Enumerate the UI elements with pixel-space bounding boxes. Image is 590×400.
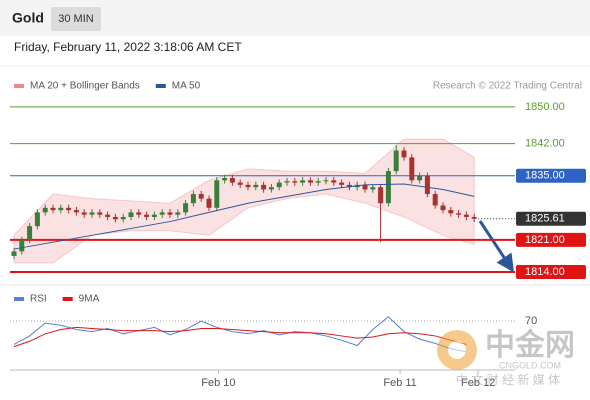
- candle-body: [448, 210, 454, 214]
- candle-body: [268, 187, 274, 190]
- candle-body: [331, 180, 337, 183]
- level-badge: [516, 232, 586, 247]
- candle-body: [456, 213, 462, 215]
- candle-body: [159, 212, 165, 215]
- candle-body: [151, 214, 157, 217]
- candle-body: [175, 212, 181, 215]
- candle-body: [284, 181, 290, 183]
- indicator-line: [13, 326, 467, 348]
- x-tick-label: Feb 10: [201, 377, 235, 389]
- candle-body: [229, 177, 235, 183]
- candle-body: [237, 182, 243, 185]
- timeframe-badge[interactable]: [51, 7, 101, 31]
- watermark: 中金网 CNGOLD.COM 中 文 财 经 新 媒 体: [437, 328, 575, 387]
- timeframe[interactable]: 30 MIN: [58, 13, 94, 25]
- legend-swatch: [14, 297, 24, 301]
- legend-label: MA 20 + Bollinger Bands: [30, 81, 140, 92]
- candle-body: [34, 212, 40, 227]
- candle-body: [89, 212, 95, 215]
- symbol: Gold: [12, 10, 44, 26]
- candle-body: [307, 180, 313, 183]
- timestamp: Friday, February 11, 2022 3:18:06 AM CET: [14, 40, 242, 54]
- level-badge: [516, 168, 586, 183]
- candle-body: [424, 175, 430, 195]
- candle-body: [73, 210, 79, 213]
- watermark-logo: [448, 341, 466, 359]
- candle-body: [323, 180, 329, 182]
- candle-body: [401, 150, 407, 158]
- candle-body: [276, 182, 282, 188]
- candle-body: [144, 214, 150, 217]
- candle-body: [27, 226, 33, 240]
- candle-body: [97, 212, 103, 215]
- candle-body: [50, 207, 56, 211]
- candle-body: [183, 203, 189, 213]
- candle-body: [190, 194, 196, 204]
- candle-body: [440, 205, 446, 211]
- candle-body: [370, 187, 376, 190]
- candle-body: [222, 177, 228, 181]
- candle-body: [417, 175, 423, 181]
- candle-body: [378, 187, 384, 204]
- candle-body: [463, 214, 469, 217]
- watermark-site: CNGOLD.COM: [499, 360, 561, 370]
- source: Research © 2022 Trading Central: [433, 81, 582, 92]
- legend-swatch: [62, 297, 73, 301]
- legend-label: 9MA: [79, 294, 100, 305]
- candle-body: [245, 184, 251, 188]
- candle-body: [136, 212, 142, 215]
- candle-body: [339, 182, 345, 185]
- level-label: 1821.00: [525, 234, 565, 246]
- x-tick-label: Feb 12: [461, 377, 495, 389]
- legend-label: RSI: [30, 294, 47, 305]
- indicator-line: [13, 316, 467, 353]
- candle-body: [346, 184, 352, 188]
- candle-body: [385, 171, 391, 204]
- y-tick-label: 70: [525, 315, 537, 327]
- candle-body: [42, 207, 48, 213]
- candle-body: [315, 181, 321, 183]
- forecast-arrow: [478, 220, 514, 273]
- candle-body: [206, 198, 212, 208]
- level-label: 1842.00: [525, 138, 565, 150]
- candle-body: [253, 184, 259, 188]
- candle-body: [112, 216, 118, 220]
- candle-body: [261, 184, 267, 190]
- candle-body: [11, 251, 17, 256]
- candle-body: [471, 216, 477, 219]
- level-badge: [516, 211, 586, 226]
- candle-body: [58, 207, 64, 211]
- ma50-line: [13, 183, 475, 250]
- candle-body: [128, 212, 134, 217]
- candle-body: [432, 194, 438, 206]
- level-badge: [516, 264, 586, 279]
- candle-body: [362, 184, 368, 190]
- candle-body: [409, 157, 415, 181]
- candle-body: [105, 214, 111, 217]
- candle-body: [120, 216, 126, 220]
- candle-body: [292, 181, 298, 183]
- watermark-tagline: 中 文 财 经 新 媒 体: [456, 372, 560, 387]
- legend-swatch: [155, 84, 166, 88]
- candle-body: [66, 207, 72, 211]
- bollinger-band: [13, 138, 475, 264]
- watermark-name: 中金网: [485, 328, 575, 362]
- x-tick-label: Feb 11: [383, 377, 416, 389]
- candle-body: [198, 194, 204, 199]
- legend-label: MA 50: [172, 81, 201, 92]
- level-label: 1814.00: [525, 266, 565, 278]
- candle-body: [393, 150, 399, 172]
- candle-body: [167, 212, 173, 215]
- candle-body: [81, 212, 87, 215]
- legend-swatch: [14, 84, 24, 88]
- level-label: 1850.00: [525, 101, 565, 113]
- candle-body: [300, 180, 306, 183]
- level-label: 1835.00: [525, 170, 565, 182]
- level-label: 1825.61: [525, 213, 565, 225]
- candle-body: [19, 239, 25, 252]
- candle-body: [214, 180, 220, 208]
